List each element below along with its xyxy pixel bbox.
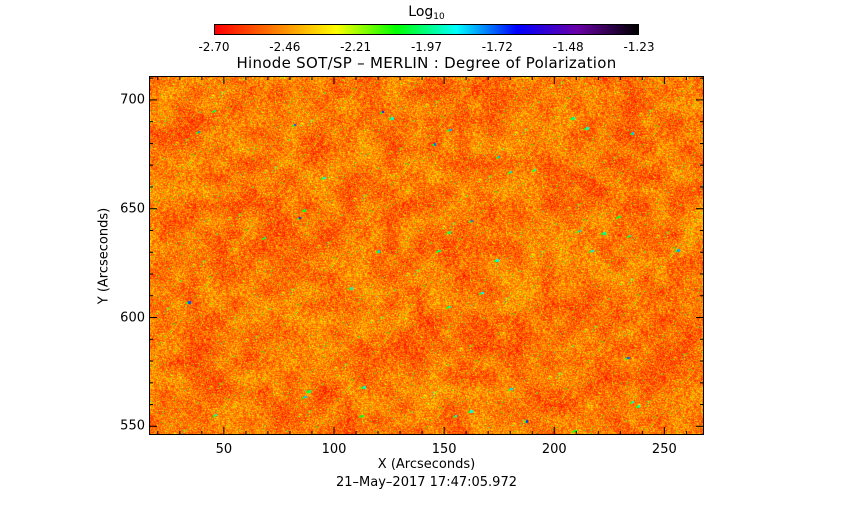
polarization-map [150, 77, 703, 434]
timestamp: 21–May–2017 17:47:05.972 [336, 475, 517, 490]
y-tick-label: 600 [120, 310, 145, 325]
colorbar-tick-label: -1.23 [623, 40, 655, 54]
colorbar-tick-label: -1.48 [552, 40, 584, 54]
plot-title: Hinode SOT/SP – MERLIN : Degree of Polar… [236, 54, 617, 72]
colorbar-title: Log10 [408, 4, 445, 22]
y-tick-label: 700 [120, 92, 145, 108]
colorbar-tick-label: -1.72 [481, 40, 513, 54]
colorbar-tick-label: -2.21 [340, 40, 372, 54]
x-tick-label: 50 [215, 442, 233, 457]
x-tick-label: 200 [541, 442, 567, 457]
colorbar-tick-label: -2.70 [198, 40, 230, 54]
colorbar-tick-label: -1.97 [410, 40, 443, 54]
y-axis-label: Y (Arcseconds) [96, 207, 112, 305]
colorbar-tick-label: -2.46 [269, 40, 301, 54]
y-tick-label: 650 [120, 201, 145, 217]
x-tick-label: 150 [431, 442, 457, 457]
x-tick-label: 250 [651, 442, 677, 457]
x-axis-label: X (Arcseconds) [377, 457, 476, 472]
x-tick-label: 100 [321, 442, 347, 457]
colorbar [214, 24, 639, 35]
y-tick-label: 550 [120, 418, 145, 434]
plot-area [149, 76, 704, 435]
